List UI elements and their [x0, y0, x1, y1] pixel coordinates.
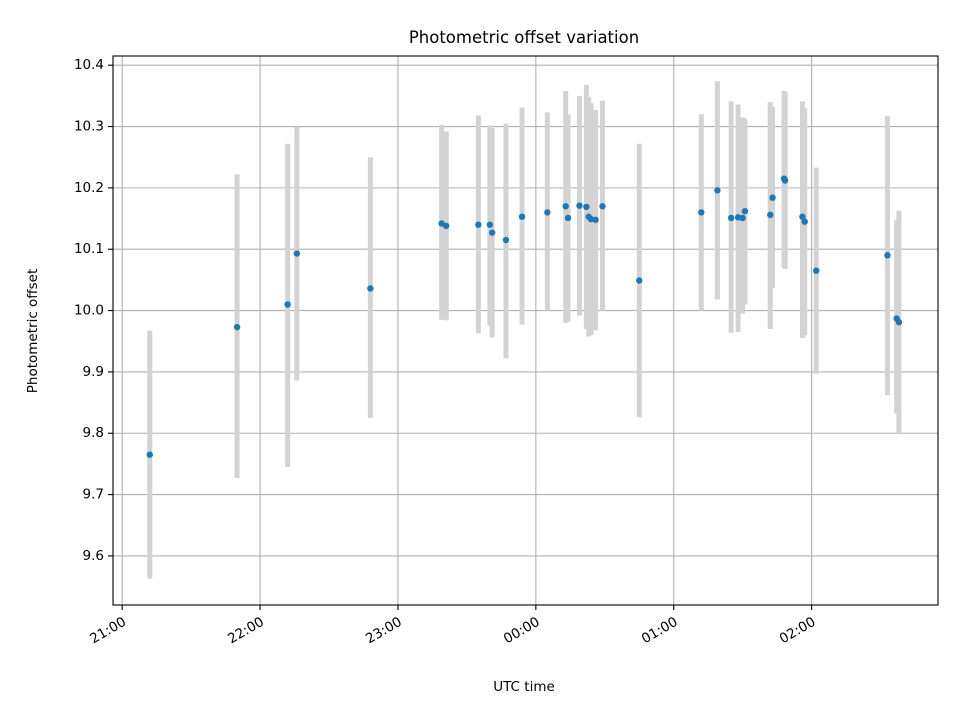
data-point [564, 214, 572, 222]
data-point [233, 323, 241, 331]
data-point [475, 221, 482, 228]
y-tick-label: 10.4 [74, 57, 104, 73]
data-point [739, 214, 746, 222]
data-point [727, 214, 735, 222]
data-point [781, 177, 789, 184]
data-point [502, 236, 510, 244]
data-point [698, 209, 705, 216]
data-point [486, 221, 494, 228]
data-markers [146, 175, 903, 458]
data-point [562, 203, 569, 210]
data-point [895, 319, 903, 326]
x-axis-label: UTC time [493, 679, 555, 695]
y-tick-label: 10.1 [74, 241, 104, 257]
data-point [636, 277, 643, 284]
y-tick-label: 10.2 [74, 180, 104, 196]
data-point [769, 194, 776, 201]
plot-frame [112, 55, 939, 606]
y-axis-label: Photometric offset [25, 269, 41, 393]
data-point [293, 250, 301, 257]
y-tick-label: 9.9 [83, 364, 104, 380]
y-tick-label: 10.3 [74, 119, 104, 135]
data-point [599, 203, 606, 210]
data-point [544, 209, 551, 216]
y-tick-label: 10.0 [74, 303, 104, 319]
data-point [284, 301, 291, 308]
data-point [146, 451, 153, 458]
data-point [801, 218, 808, 225]
data-point [799, 213, 806, 220]
data-point [714, 187, 721, 194]
y-tick-label: 9.6 [83, 548, 104, 564]
data-point [488, 229, 496, 236]
data-point [443, 222, 450, 230]
y-tick-label: 9.8 [83, 425, 104, 441]
chart-title: Photometric offset variation [409, 28, 639, 47]
data-point [576, 202, 583, 209]
data-point [813, 267, 820, 274]
y-axis-ticks: 9.6 9.7 9.8 9.9 10.0 10.1 10.2 10.3 10.4 [74, 57, 113, 564]
data-point [367, 285, 374, 292]
data-point [767, 211, 774, 219]
y-tick-label: 9.7 [83, 487, 104, 503]
data-point [592, 216, 599, 223]
data-point [518, 213, 526, 220]
data-point [583, 203, 590, 211]
data-point [741, 207, 749, 215]
data-point [884, 252, 891, 259]
